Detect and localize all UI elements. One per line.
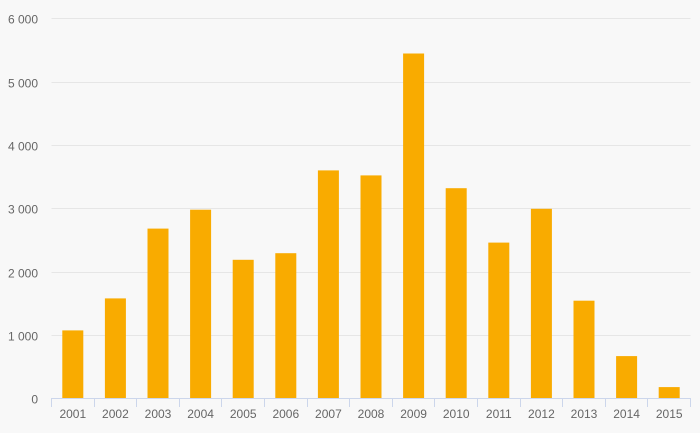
svg-text:2015: 2015 <box>656 407 683 421</box>
svg-text:0: 0 <box>31 393 38 407</box>
svg-text:1 000: 1 000 <box>8 330 38 344</box>
svg-text:2004: 2004 <box>187 407 214 421</box>
svg-text:2003: 2003 <box>145 407 172 421</box>
svg-text:2005: 2005 <box>230 407 257 421</box>
svg-text:2008: 2008 <box>358 407 385 421</box>
svg-text:2002: 2002 <box>102 407 129 421</box>
svg-text:2013: 2013 <box>571 407 598 421</box>
svg-text:6 000: 6 000 <box>8 13 38 27</box>
svg-text:2011: 2011 <box>486 407 512 421</box>
svg-text:2007: 2007 <box>315 407 342 421</box>
svg-text:2010: 2010 <box>443 407 470 421</box>
svg-text:5 000: 5 000 <box>8 77 38 91</box>
svg-text:3 000: 3 000 <box>8 203 38 217</box>
svg-text:2006: 2006 <box>272 407 299 421</box>
svg-text:2 000: 2 000 <box>8 267 38 281</box>
svg-text:2009: 2009 <box>400 407 427 421</box>
svg-text:4 000: 4 000 <box>8 140 38 154</box>
svg-text:2012: 2012 <box>528 407 555 421</box>
svg-text:2001: 2001 <box>59 407 86 421</box>
svg-text:2014: 2014 <box>613 407 640 421</box>
